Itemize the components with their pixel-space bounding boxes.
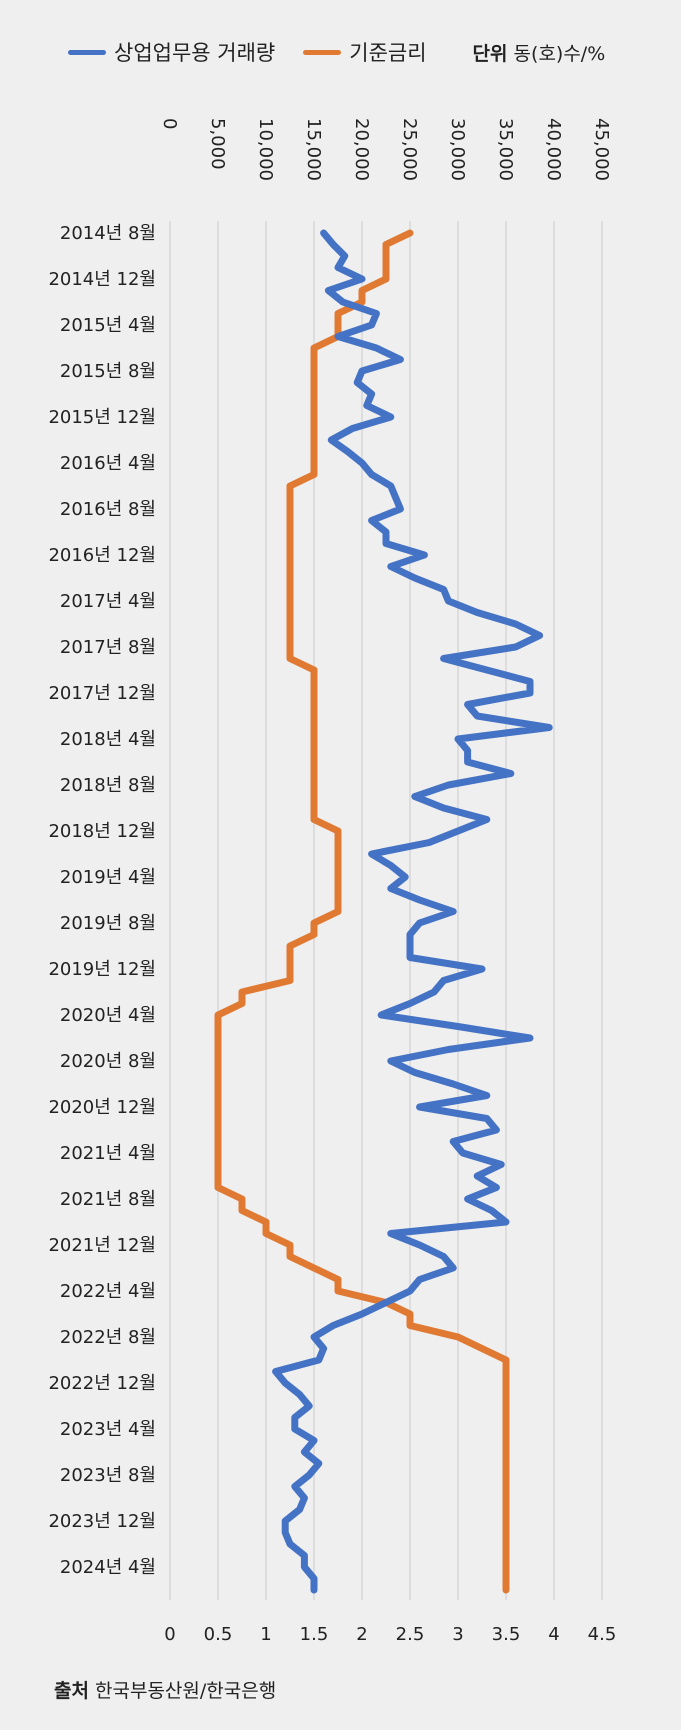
- category-label: 2014년 8월: [60, 223, 156, 244]
- category-label: 2016년 12월: [48, 545, 156, 566]
- category-label: 2024년 4월: [60, 1557, 156, 1578]
- category-label: 2014년 12월: [48, 269, 156, 290]
- bottom-axis-tick-label: 0.5: [204, 1624, 233, 1645]
- category-label: 2020년 12월: [48, 1097, 156, 1118]
- unit-note: 단위 동(호)수/%: [473, 39, 606, 66]
- category-label: 2017년 12월: [48, 683, 156, 704]
- category-label: 2021년 8월: [60, 1189, 156, 1210]
- bottom-axis-tick-label: 4: [548, 1624, 559, 1645]
- bottom-axis-tick-label: 4.5: [588, 1624, 617, 1645]
- legend-label-volume: 상업업무용 거래량: [114, 41, 276, 65]
- category-label: 2022년 8월: [60, 1327, 156, 1348]
- category-label: 2019년 8월: [60, 913, 156, 934]
- unit-title: 단위: [472, 42, 508, 65]
- legend-swatch-volume: [68, 49, 106, 55]
- category-label: 2020년 8월: [60, 1051, 156, 1072]
- top-axis-tick-label: 10,000: [255, 118, 276, 181]
- bottom-axis-tick-label: 2: [356, 1624, 367, 1645]
- category-label: 2018년 8월: [60, 775, 156, 796]
- category-label: 2021년 12월: [48, 1235, 156, 1256]
- legend-label-rate: 기준금리: [349, 41, 427, 65]
- top-axis-tick-label: 30,000: [447, 118, 468, 181]
- top-axis-tick-label: 45,000: [591, 118, 612, 181]
- category-label: 2017년 4월: [60, 591, 156, 612]
- category-label: 2022년 4월: [60, 1281, 156, 1302]
- source-title: 출처: [54, 1680, 89, 1702]
- category-label: 2015년 12월: [48, 407, 156, 428]
- category-label: 2018년 12월: [48, 821, 156, 842]
- category-label: 2015년 4월: [60, 315, 156, 336]
- chart: 0 5,000 10,000 15,000 20,000 25,000 30,000 35,0…: [48, 118, 617, 1645]
- legend: 상업업무용 거래량 기준금리 단위 동(호)수/%: [68, 34, 605, 70]
- top-axis-tick-label: 25,000: [399, 118, 420, 181]
- top-axis-tick-label: 35,000: [495, 118, 516, 181]
- series-line-volume: [272, 229, 553, 1594]
- category-label: 2016년 8월: [60, 499, 156, 520]
- unit-value: 동(호)수/%: [513, 42, 606, 65]
- bottom-axis-tick-label: 1: [260, 1624, 271, 1645]
- top-axis-tick-label: 40,000: [543, 118, 564, 181]
- category-label: 2021년 4월: [60, 1143, 156, 1164]
- legend-item-rate: 기준금리: [303, 37, 427, 67]
- source-text: 한국부동산원/한국은행: [95, 1680, 277, 1702]
- bottom-axis-tick-label: 3.5: [492, 1624, 521, 1645]
- bottom-axis-tick-label: 3: [452, 1624, 463, 1645]
- category-label: 2023년 8월: [60, 1465, 156, 1486]
- category-label: 2015년 8월: [60, 361, 156, 382]
- category-label: 2019년 4월: [60, 867, 156, 888]
- category-label: 2017년 8월: [60, 637, 156, 658]
- bottom-axis-tick-label: 1.5: [300, 1624, 329, 1645]
- legend-item-volume: 상업업무용 거래량: [68, 37, 275, 67]
- bottom-axis-tick-label: 2.5: [396, 1624, 425, 1645]
- category-label: 2023년 4월: [60, 1419, 156, 1440]
- category-label: 2018년 4월: [60, 729, 156, 750]
- series-line-rate: [214, 229, 510, 1594]
- category-label: 2016년 4월: [60, 453, 156, 474]
- top-axis-tick-label: 5,000: [207, 118, 228, 170]
- bottom-axis-tick-label: 0: [164, 1624, 175, 1645]
- category-label: 2022년 12월: [48, 1373, 156, 1394]
- top-axis-tick-label: 0: [159, 118, 180, 129]
- category-label: 2019년 12월: [48, 959, 156, 980]
- category-label: 2023년 12월: [48, 1511, 156, 1532]
- source-note: 출처 한국부동산원/한국은행: [54, 1676, 276, 1703]
- top-axis-tick-label: 15,000: [303, 118, 324, 181]
- top-axis-tick-label: 20,000: [351, 118, 372, 181]
- legend-swatch-rate: [303, 49, 342, 55]
- category-label: 2020년 4월: [60, 1005, 156, 1026]
